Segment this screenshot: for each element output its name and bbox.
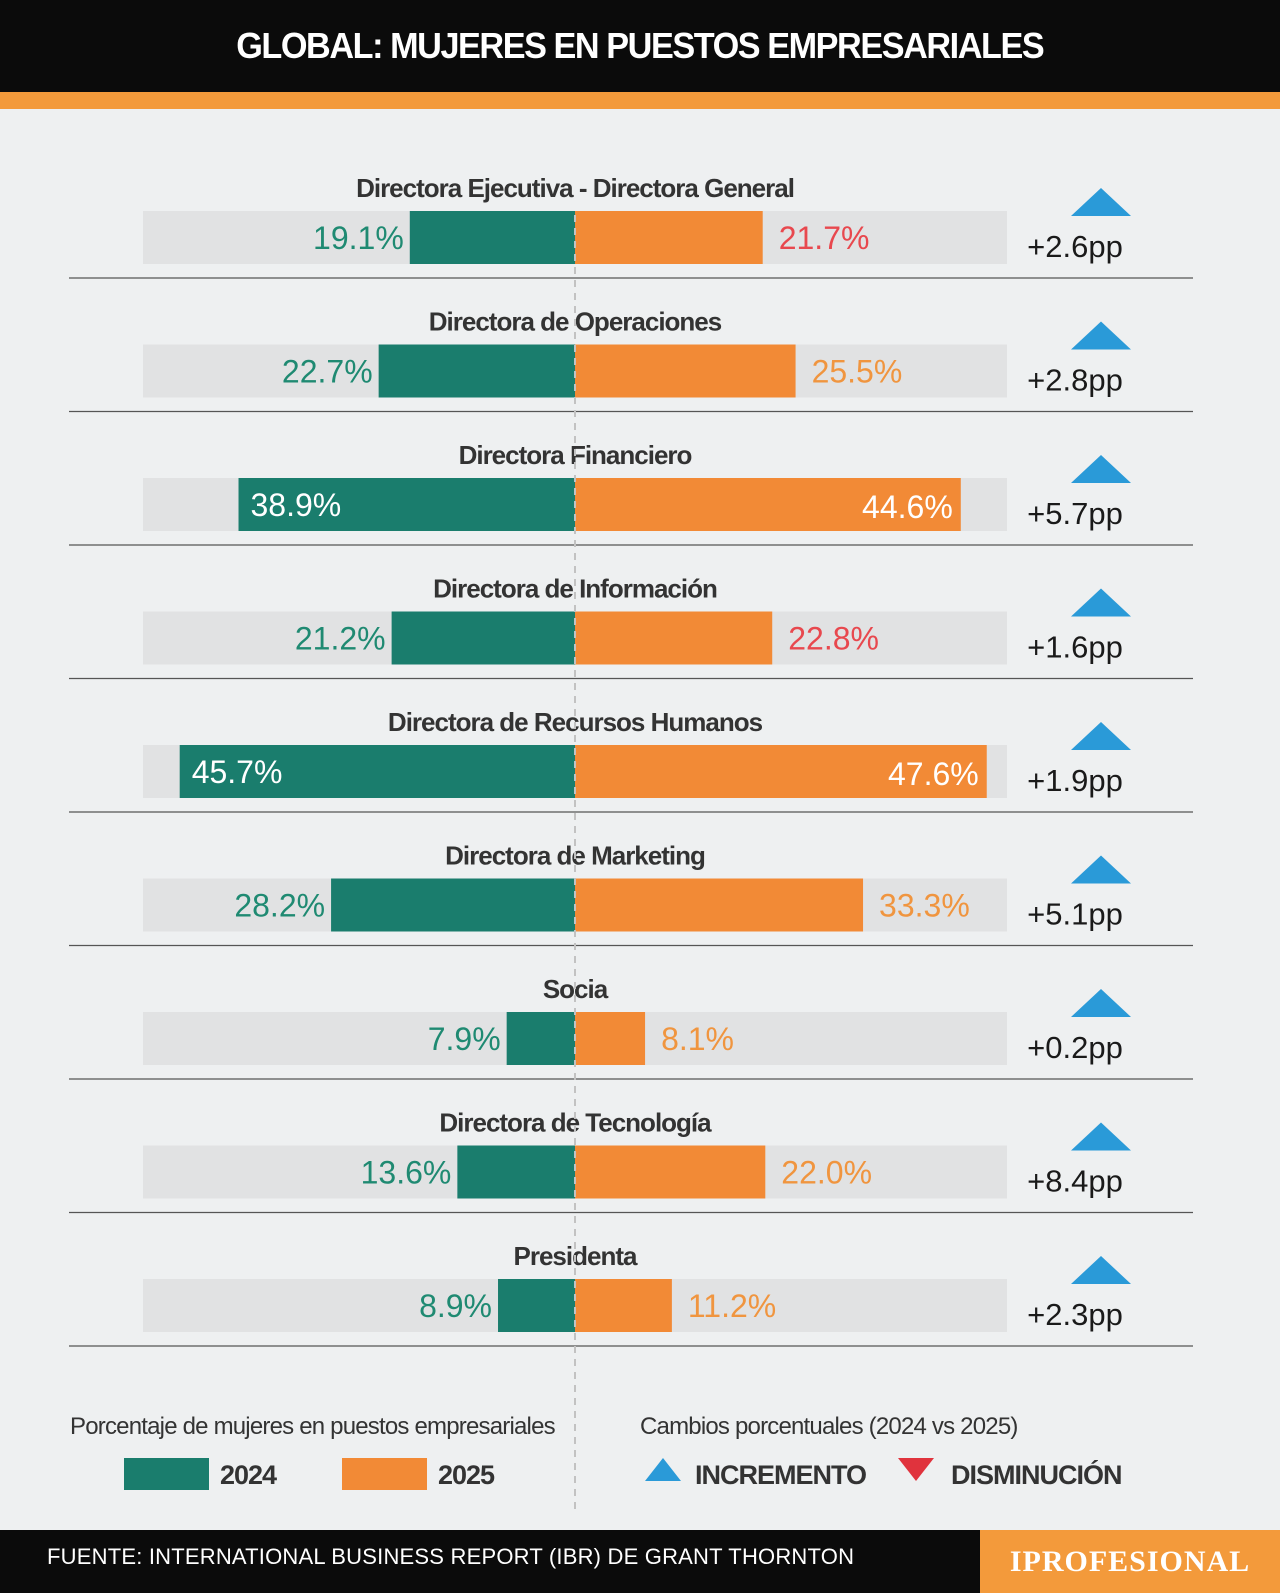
change-label: +2.8pp [1027, 363, 1123, 398]
header-bar: GLOBAL: MUJERES EN PUESTOS EMPRESARIALES [0, 0, 1280, 92]
value-label-2024: 21.2% [295, 621, 386, 657]
increase-triangle-icon [1071, 855, 1131, 884]
value-label-2025: 21.7% [779, 220, 870, 256]
value-label-2025: 8.1% [661, 1021, 734, 1057]
increase-triangle-icon [645, 1458, 681, 1481]
change-label: +1.9pp [1027, 763, 1123, 798]
brand-name: IPROFESIONAL [1009, 1544, 1251, 1578]
bar-2024 [409, 211, 575, 264]
value-label-2025: 11.2% [688, 1288, 776, 1324]
legend-left-title: Porcentaje de mujeres en puestos empresa… [70, 1413, 556, 1440]
value-label-2025: 47.6% [888, 756, 979, 792]
bar-2024 [506, 1012, 575, 1065]
brand-logo: IPROFESIONAL [980, 1530, 1280, 1593]
change-label: +5.1pp [1027, 897, 1123, 932]
bar-2024 [391, 611, 575, 665]
increase-triangle-icon [1071, 1256, 1131, 1284]
legend-swatch-2024 [124, 1458, 209, 1490]
page-title: GLOBAL: MUJERES EN PUESTOS EMPRESARIALES [236, 25, 1045, 66]
legend-increase-label: INCREMENTO [695, 1460, 866, 1490]
value-label-2024: 28.2% [234, 888, 325, 924]
change-label: +1.6pp [1027, 630, 1123, 665]
increase-triangle-icon [1071, 321, 1131, 350]
bar-2025 [575, 611, 773, 665]
increase-triangle-icon [1071, 188, 1131, 216]
legend-swatch-2025 [342, 1458, 427, 1490]
value-label-2025: 33.3% [879, 888, 970, 924]
category-label: Directora Ejecutiva - Directora General [356, 173, 794, 203]
bar-2025 [575, 1279, 672, 1332]
change-label: +2.3pp [1027, 1297, 1123, 1332]
legend-label-2025: 2025 [438, 1460, 495, 1490]
value-label-2024: 38.9% [251, 487, 342, 523]
legend-right-title: Cambios porcentuales (2024 vs 2025) [640, 1413, 1018, 1440]
bar-2025 [575, 1012, 646, 1065]
value-label-2024: 22.7% [282, 354, 373, 390]
value-label-2024: 19.1% [313, 220, 404, 256]
bar-2025 [575, 745, 987, 798]
bar-2025 [575, 478, 961, 531]
change-label: +8.4pp [1027, 1164, 1123, 1199]
bar-chart: Directora Ejecutiva - Directora General 1… [69, 173, 1193, 1510]
bar-2025 [575, 878, 864, 932]
bar-2025 [575, 211, 763, 264]
bar-2024 [457, 1145, 575, 1199]
increase-triangle-icon [1071, 588, 1131, 617]
value-label-2024: 13.6% [361, 1155, 452, 1191]
increase-triangle-icon [1071, 1122, 1131, 1151]
bar-2024 [331, 878, 575, 932]
source-note: FUENTE: INTERNATIONAL BUSINESS REPORT (I… [47, 1544, 855, 1569]
decrease-triangle-icon [898, 1458, 934, 1481]
category-label: Presidenta [514, 1241, 638, 1271]
change-label: +5.7pp [1027, 496, 1123, 531]
value-label-2024: 8.9% [419, 1288, 492, 1324]
value-label-2024: 45.7% [192, 754, 283, 790]
legend-label-2024: 2024 [220, 1460, 277, 1490]
category-label: Directora de Tecnología [439, 1108, 712, 1138]
legend-decrease-label: DISMINUCIÓN [951, 1459, 1122, 1490]
value-label-2025: 25.5% [812, 354, 903, 390]
increase-triangle-icon [1071, 722, 1131, 750]
category-label: Socia [543, 974, 609, 1004]
increase-triangle-icon [1071, 989, 1131, 1017]
value-label-2024: 7.9% [428, 1021, 501, 1057]
bar-2025 [575, 1145, 766, 1199]
bar-2024 [238, 478, 575, 531]
value-label-2025: 44.6% [862, 489, 953, 525]
bar-2024 [378, 344, 575, 398]
value-label-2025: 22.0% [781, 1155, 872, 1191]
bar-2024 [498, 1279, 575, 1332]
change-label: +2.6pp [1027, 229, 1123, 264]
value-label-2025: 22.8% [788, 621, 879, 657]
bar-2025 [575, 344, 796, 398]
header-accent-stripe [0, 92, 1280, 109]
increase-triangle-icon [1071, 455, 1131, 483]
change-label: +0.2pp [1027, 1030, 1123, 1065]
bar-2024 [179, 745, 575, 798]
